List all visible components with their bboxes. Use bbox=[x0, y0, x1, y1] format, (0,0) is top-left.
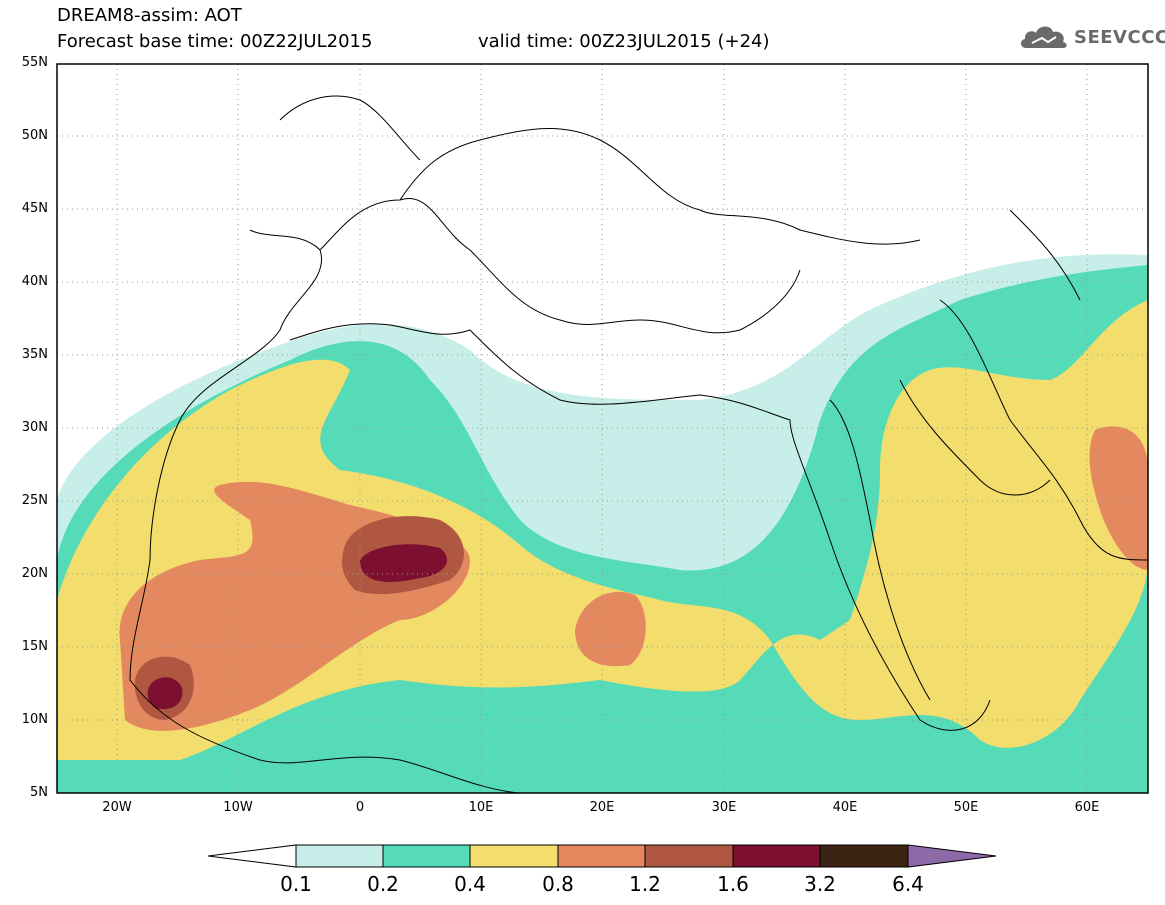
lon-label: 10E bbox=[468, 800, 494, 815]
lon-label: 50E bbox=[953, 800, 979, 815]
seevccc-logo: SEEVCCC bbox=[1018, 22, 1165, 52]
lon-label: 60E bbox=[1074, 800, 1100, 815]
cloud-icon bbox=[1020, 26, 1067, 48]
coastlines bbox=[129, 95, 1148, 793]
lat-label: 25N bbox=[21, 493, 48, 508]
lat-label: 5N bbox=[30, 785, 48, 800]
colorbar-bin-4 bbox=[557, 844, 646, 868]
colorbar-label: 0.4 bbox=[454, 872, 486, 896]
lat-label: 55N bbox=[21, 55, 48, 70]
logo-text: SEEVCCC bbox=[1074, 26, 1165, 48]
aot-contour-0.8-east bbox=[1089, 426, 1148, 570]
graticule bbox=[57, 64, 1148, 793]
colorbar-bin-3 bbox=[469, 844, 559, 868]
colorbar-under bbox=[207, 844, 297, 868]
lat-label: 30N bbox=[21, 420, 48, 435]
lon-label: 20W bbox=[102, 800, 132, 815]
colorbar-label: 0.1 bbox=[280, 872, 312, 896]
colorbar-label: 1.2 bbox=[629, 872, 661, 896]
colorbar-label: 1.6 bbox=[717, 872, 749, 896]
colorbar-bin-5 bbox=[644, 844, 734, 868]
colorbar-bin-7 bbox=[819, 844, 909, 868]
lat-label: 15N bbox=[21, 639, 48, 654]
lat-label: 35N bbox=[21, 347, 48, 362]
map-frame bbox=[56, 63, 1149, 794]
lat-label: 10N bbox=[21, 712, 48, 727]
lon-label: 0 bbox=[355, 800, 365, 815]
lon-label: 10W bbox=[223, 800, 253, 815]
colorbar-label: 6.4 bbox=[892, 872, 924, 896]
lat-label: 40N bbox=[21, 274, 48, 289]
colorbar-over bbox=[907, 844, 997, 868]
colorbar bbox=[207, 844, 997, 868]
aot-contour-0.8-sudan bbox=[575, 591, 646, 667]
colorbar-bin-2 bbox=[382, 844, 471, 868]
lon-label: 20E bbox=[589, 800, 615, 815]
aot-contour-1.6 bbox=[360, 544, 448, 583]
product-title: DREAM8-assim: AOT bbox=[57, 5, 242, 26]
lon-label: 40E bbox=[832, 800, 858, 815]
lat-label: 50N bbox=[21, 128, 48, 143]
forecast-base-time: Forecast base time: 00Z22JUL2015 bbox=[57, 31, 373, 52]
lat-label: 45N bbox=[21, 201, 48, 216]
lat-label: 20N bbox=[21, 566, 48, 581]
valid-time: valid time: 00Z23JUL2015 (+24) bbox=[478, 31, 770, 52]
lon-label: 30E bbox=[711, 800, 737, 815]
colorbar-label: 0.2 bbox=[367, 872, 399, 896]
colorbar-bin-6 bbox=[732, 844, 821, 868]
aot-contour-1.6-west bbox=[147, 677, 183, 710]
colorbar-label: 3.2 bbox=[804, 872, 836, 896]
colorbar-label: 0.8 bbox=[542, 872, 574, 896]
colorbar-bin-1 bbox=[295, 844, 384, 868]
